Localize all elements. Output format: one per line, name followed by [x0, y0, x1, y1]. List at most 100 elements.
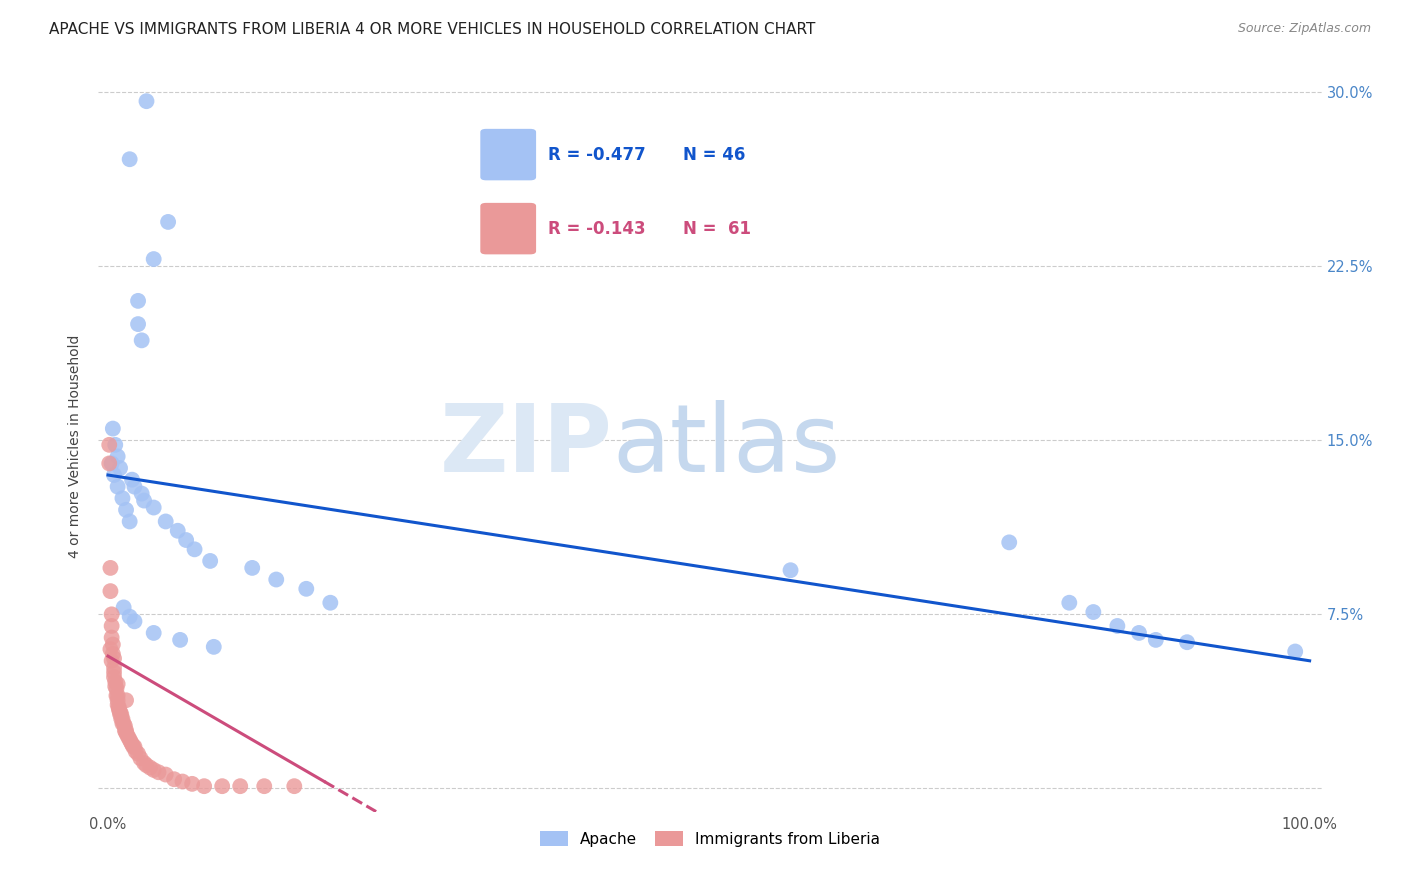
Point: [229, 779, 252, 793]
Text: atlas: atlas: [612, 400, 841, 492]
Point: [103, 468, 125, 483]
Point: [202, 640, 225, 654]
Point: [114, 723, 136, 738]
Point: [193, 779, 215, 793]
Point: [121, 738, 143, 752]
Point: [142, 500, 165, 515]
Point: [166, 524, 188, 538]
Text: Source: ZipAtlas.com: Source: ZipAtlas.com: [1237, 22, 1371, 36]
Point: [1059, 596, 1081, 610]
Point: [111, 712, 134, 726]
Point: [122, 739, 145, 754]
Point: [998, 535, 1021, 549]
Point: [101, 638, 124, 652]
Point: [103, 670, 125, 684]
Point: [139, 761, 162, 775]
Point: [108, 702, 131, 716]
Point: [169, 632, 191, 647]
Point: [174, 533, 197, 547]
Point: [117, 731, 139, 745]
Point: [319, 596, 342, 610]
Point: [114, 719, 136, 733]
Point: [155, 767, 177, 781]
Point: [100, 642, 122, 657]
Point: [115, 725, 138, 739]
Point: [181, 777, 204, 791]
Point: [253, 779, 276, 793]
Point: [163, 772, 186, 787]
Point: [108, 461, 131, 475]
Point: [283, 779, 305, 793]
Point: [142, 763, 165, 777]
Point: [107, 698, 129, 712]
Point: [183, 542, 205, 557]
Point: [111, 491, 134, 506]
Point: [211, 779, 233, 793]
Point: [779, 563, 801, 577]
Point: [105, 689, 128, 703]
Point: [100, 457, 122, 471]
Point: [118, 732, 141, 747]
Point: [103, 665, 125, 680]
Point: [1128, 626, 1150, 640]
Point: [264, 573, 287, 587]
Point: [1175, 635, 1198, 649]
Point: [110, 707, 132, 722]
Point: [155, 515, 177, 529]
Point: [148, 765, 170, 780]
Point: [135, 94, 157, 108]
Point: [112, 600, 135, 615]
Text: ZIP: ZIP: [439, 400, 612, 492]
Point: [107, 450, 129, 464]
Point: [115, 693, 138, 707]
Point: [103, 651, 125, 665]
Point: [107, 480, 129, 494]
Point: [131, 486, 153, 500]
Point: [1083, 605, 1105, 619]
Point: [240, 561, 263, 575]
Point: [100, 654, 122, 668]
Point: [98, 438, 121, 452]
Point: [100, 607, 122, 622]
Point: [124, 615, 146, 629]
Point: [1107, 619, 1129, 633]
Point: [110, 712, 132, 726]
Point: [117, 728, 139, 742]
Point: [132, 493, 155, 508]
Point: [100, 584, 122, 599]
Point: [295, 582, 318, 596]
Legend: Apache, Immigrants from Liberia: Apache, Immigrants from Liberia: [527, 819, 893, 859]
Point: [118, 515, 141, 529]
Point: [115, 503, 138, 517]
Point: [101, 421, 124, 435]
Point: [112, 716, 135, 731]
Point: [118, 609, 141, 624]
Point: [129, 751, 152, 765]
Point: [127, 747, 149, 761]
Point: [127, 293, 149, 308]
Point: [111, 716, 134, 731]
Text: APACHE VS IMMIGRANTS FROM LIBERIA 4 OR MORE VEHICLES IN HOUSEHOLD CORRELATION CH: APACHE VS IMMIGRANTS FROM LIBERIA 4 OR M…: [49, 22, 815, 37]
Point: [108, 707, 131, 722]
Point: [115, 723, 138, 738]
Point: [124, 739, 146, 754]
Point: [118, 153, 141, 167]
Point: [124, 480, 146, 494]
Point: [121, 473, 143, 487]
Point: [104, 674, 127, 689]
Point: [132, 756, 155, 770]
Point: [105, 681, 128, 696]
Point: [108, 705, 131, 719]
Point: [127, 317, 149, 331]
Point: [124, 744, 146, 758]
Point: [107, 689, 129, 703]
Point: [142, 626, 165, 640]
Point: [104, 438, 127, 452]
Point: [100, 619, 122, 633]
Point: [107, 693, 129, 707]
Point: [100, 631, 122, 645]
Point: [98, 457, 121, 471]
Point: [107, 677, 129, 691]
Point: [1144, 632, 1167, 647]
Point: [101, 647, 124, 661]
